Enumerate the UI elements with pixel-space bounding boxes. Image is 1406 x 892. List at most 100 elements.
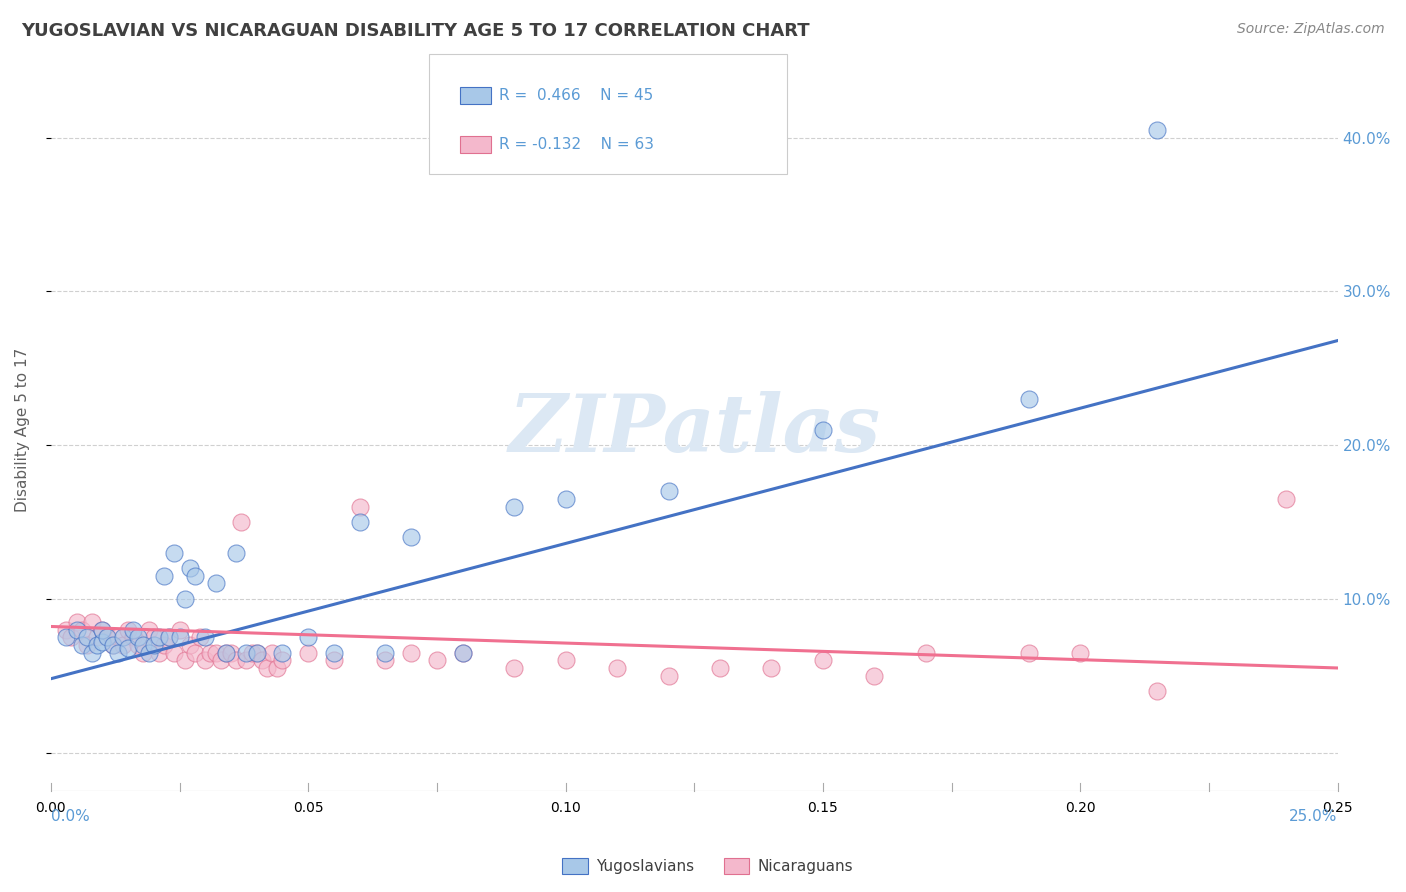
Point bbox=[503, 661, 526, 675]
Point bbox=[142, 630, 165, 644]
Text: ZIPatlas: ZIPatlas bbox=[508, 391, 880, 468]
Point bbox=[271, 646, 294, 660]
Point bbox=[1146, 684, 1168, 698]
Point bbox=[915, 646, 938, 660]
Point bbox=[96, 630, 118, 644]
Point bbox=[179, 561, 201, 575]
Point bbox=[194, 630, 217, 644]
Point bbox=[204, 646, 226, 660]
Point bbox=[138, 646, 160, 660]
Point bbox=[657, 484, 679, 499]
Point bbox=[157, 630, 180, 644]
Point bbox=[1275, 491, 1298, 506]
Point bbox=[271, 653, 294, 667]
Point bbox=[219, 646, 242, 660]
Point bbox=[657, 668, 679, 682]
Point bbox=[132, 638, 155, 652]
Text: Nicaraguans: Nicaraguans bbox=[758, 859, 853, 873]
Point bbox=[1146, 123, 1168, 137]
Point bbox=[204, 576, 226, 591]
Point bbox=[157, 630, 180, 644]
Point bbox=[426, 653, 449, 667]
Point bbox=[60, 630, 83, 644]
Point bbox=[142, 638, 165, 652]
Point bbox=[80, 615, 103, 629]
Point bbox=[349, 515, 371, 529]
Text: R =  0.466    N = 45: R = 0.466 N = 45 bbox=[499, 88, 654, 103]
Point bbox=[709, 661, 731, 675]
Text: R = -0.132    N = 63: R = -0.132 N = 63 bbox=[499, 137, 654, 152]
Point bbox=[297, 646, 319, 660]
Point bbox=[153, 638, 176, 652]
Point bbox=[148, 630, 170, 644]
Point bbox=[80, 646, 103, 660]
Point bbox=[169, 623, 191, 637]
Point bbox=[117, 623, 139, 637]
Text: 25.0%: 25.0% bbox=[1289, 809, 1337, 824]
Point bbox=[235, 646, 257, 660]
Point bbox=[65, 623, 87, 637]
Point bbox=[262, 646, 284, 660]
Point bbox=[374, 646, 396, 660]
Point bbox=[503, 500, 526, 514]
Point bbox=[606, 661, 628, 675]
Point bbox=[169, 630, 191, 644]
Point bbox=[173, 653, 195, 667]
Point bbox=[554, 491, 576, 506]
Point bbox=[215, 646, 238, 660]
Text: 0.0%: 0.0% bbox=[51, 809, 90, 824]
Point bbox=[111, 638, 134, 652]
Point bbox=[231, 515, 253, 529]
Point bbox=[173, 591, 195, 606]
Point bbox=[246, 646, 269, 660]
Point bbox=[349, 500, 371, 514]
Point bbox=[250, 653, 273, 667]
Text: YUGOSLAVIAN VS NICARAGUAN DISABILITY AGE 5 TO 17 CORRELATION CHART: YUGOSLAVIAN VS NICARAGUAN DISABILITY AGE… bbox=[21, 22, 810, 40]
Point bbox=[451, 646, 474, 660]
Point bbox=[86, 630, 108, 644]
Point bbox=[240, 646, 263, 660]
Point bbox=[70, 623, 93, 637]
Point bbox=[863, 668, 886, 682]
Point bbox=[65, 615, 87, 629]
Point bbox=[1018, 646, 1040, 660]
Point bbox=[76, 638, 98, 652]
Point bbox=[225, 653, 247, 667]
Point bbox=[127, 638, 149, 652]
Point bbox=[91, 623, 114, 637]
Point bbox=[399, 530, 422, 544]
Point bbox=[107, 630, 129, 644]
Point bbox=[451, 646, 474, 660]
Point bbox=[70, 638, 93, 652]
Point bbox=[209, 653, 232, 667]
Point bbox=[163, 646, 186, 660]
Point bbox=[811, 423, 834, 437]
Point bbox=[297, 630, 319, 644]
Point bbox=[323, 653, 346, 667]
Text: Yugoslavians: Yugoslavians bbox=[596, 859, 695, 873]
Point bbox=[91, 635, 114, 649]
Point bbox=[101, 638, 124, 652]
Point bbox=[323, 646, 346, 660]
Point bbox=[194, 653, 217, 667]
Point bbox=[266, 661, 288, 675]
Point bbox=[179, 638, 201, 652]
Point bbox=[55, 630, 77, 644]
Point bbox=[122, 630, 145, 644]
Text: Source: ZipAtlas.com: Source: ZipAtlas.com bbox=[1237, 22, 1385, 37]
Point bbox=[1018, 392, 1040, 406]
Point bbox=[811, 653, 834, 667]
Point bbox=[101, 638, 124, 652]
Point bbox=[91, 623, 114, 637]
Point bbox=[86, 638, 108, 652]
Point bbox=[399, 646, 422, 660]
Point bbox=[127, 630, 149, 644]
Point bbox=[163, 546, 186, 560]
Point bbox=[184, 646, 207, 660]
Point bbox=[761, 661, 783, 675]
Point bbox=[374, 653, 396, 667]
Point bbox=[107, 646, 129, 660]
Point bbox=[256, 661, 278, 675]
Point bbox=[153, 568, 176, 582]
Point bbox=[111, 630, 134, 644]
